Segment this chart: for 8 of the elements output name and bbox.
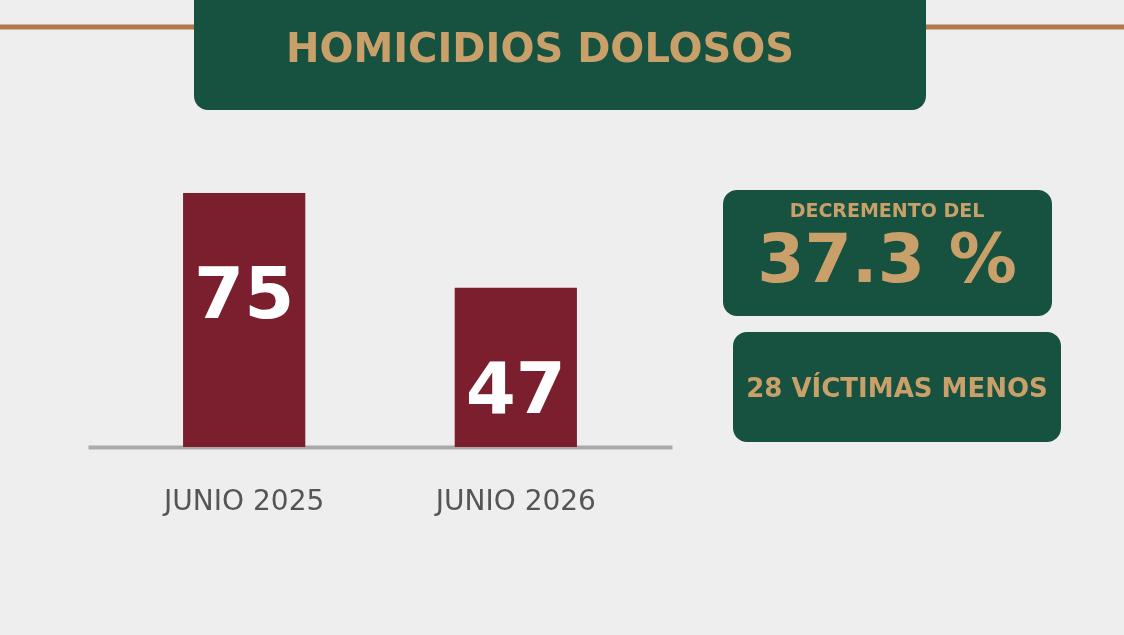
data-label: 75 xyxy=(194,251,295,335)
x-tick-label: JUNIO 2026 xyxy=(433,483,596,517)
text: 37.3 % xyxy=(757,219,1017,298)
data-label: 47 xyxy=(465,345,566,430)
text: DECREMENTO DEL xyxy=(789,199,985,221)
chart-title: HOMICIDIOS DOLOSOS xyxy=(285,25,795,71)
x-tick-label: JUNIO 2025 xyxy=(162,483,325,517)
text: 28 VÍCTIMAS MENOS xyxy=(746,372,1048,403)
